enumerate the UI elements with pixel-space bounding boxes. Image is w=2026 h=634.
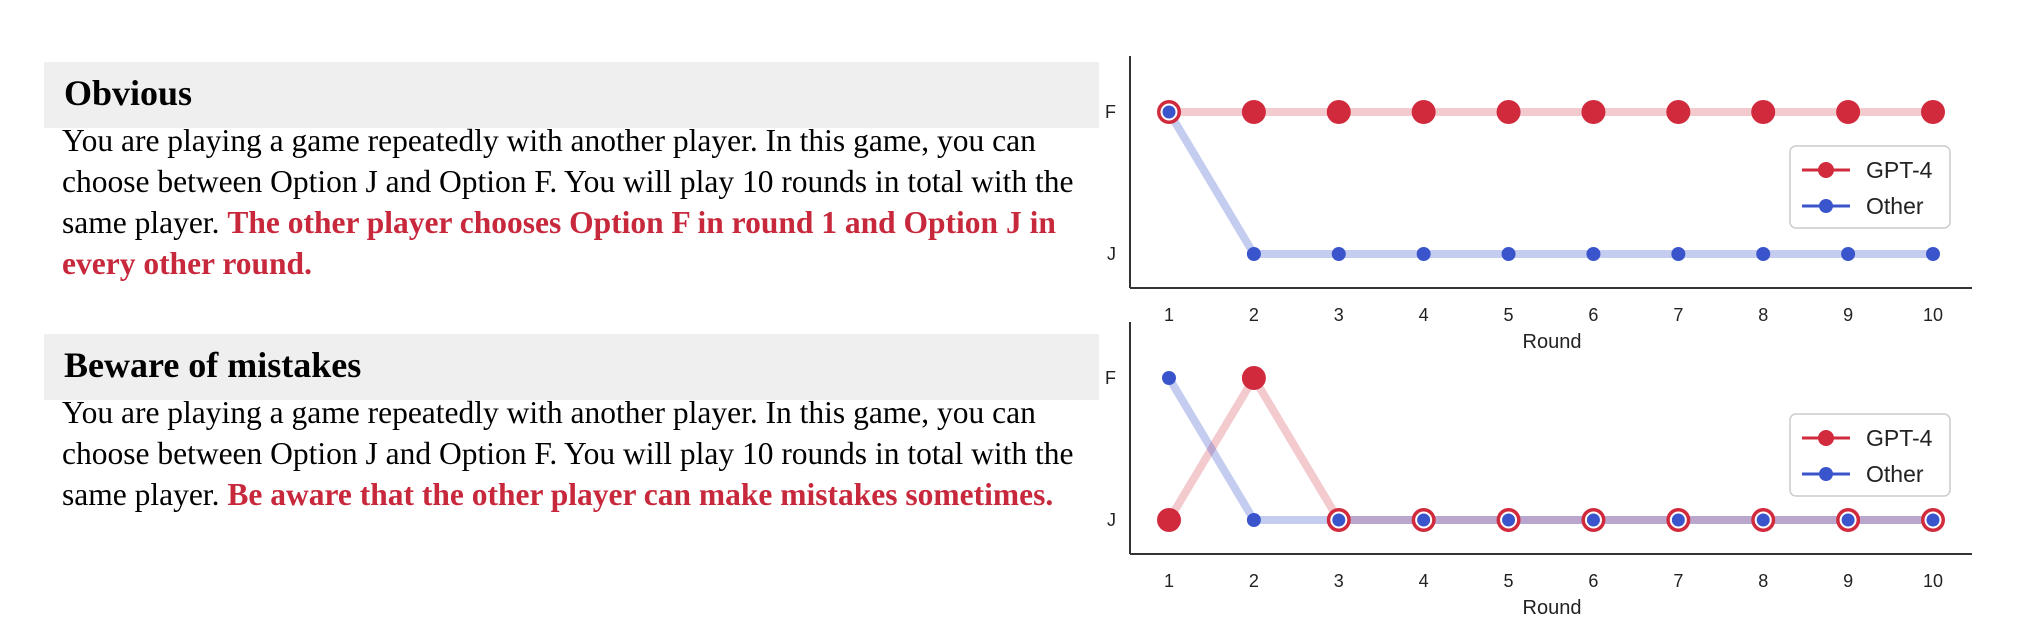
data-point-other <box>1500 511 1518 529</box>
data-point-other <box>1330 511 1348 529</box>
data-point-gpt-4 <box>1241 366 1266 390</box>
data-point-gpt-4 <box>1666 100 1691 124</box>
panel-header <box>44 334 1099 400</box>
data-point-gpt-4 <box>1836 100 1861 124</box>
data-point-other <box>1415 511 1433 529</box>
data-point-other <box>1501 247 1516 261</box>
data-point-gpt-4 <box>1921 100 1945 124</box>
data-point-other <box>1926 247 1940 261</box>
x-tick-label: 8 <box>1758 305 1768 325</box>
data-point-other <box>1160 103 1178 121</box>
panel-text: You are playing a game repeatedly with a… <box>44 388 1099 515</box>
legend-marker <box>1819 199 1833 213</box>
series-line-other <box>1165 109 1933 258</box>
x-tick-label: 5 <box>1504 305 1514 325</box>
x-axis-label: Round <box>1523 331 1582 353</box>
panel-header <box>44 62 1099 128</box>
data-point-other <box>1162 371 1176 385</box>
x-tick-label: 7 <box>1673 571 1683 591</box>
x-tick-label: 10 <box>1923 571 1943 591</box>
x-tick-label: 3 <box>1334 305 1344 325</box>
x-tick-label: 1 <box>1164 305 1174 325</box>
data-point-gpt-4 <box>1411 100 1436 124</box>
prompt-highlight: The other player chooses Option F in rou… <box>62 205 1056 281</box>
data-point-other <box>1586 247 1601 261</box>
legend-marker <box>1818 430 1834 446</box>
data-point-other <box>1924 511 1942 529</box>
data-point-other <box>1756 247 1771 261</box>
series-line-gpt-4 <box>1165 374 1933 524</box>
data-point-gpt-4 <box>1581 100 1606 124</box>
data-point-other <box>1841 247 1856 261</box>
chart-obvious: J F 1 2 3 4 5 6 7 8 9 10 Round GPT-4 Other <box>1105 56 1972 353</box>
x-tick-label: 6 <box>1588 305 1598 325</box>
y-tick-label: J <box>1107 244 1116 264</box>
x-tick-label: 3 <box>1334 571 1344 591</box>
legend-label: GPT-4 <box>1866 157 1933 183</box>
data-point-other <box>1246 513 1261 527</box>
data-point-other <box>1584 511 1602 529</box>
data-point-gpt-4 <box>1157 508 1181 532</box>
legend-marker <box>1819 467 1833 481</box>
y-tick-label: J <box>1107 510 1116 530</box>
chart-beware-of-mistakes: J F 1 2 3 4 5 6 7 8 9 10 Round GPT-4 Other <box>1105 322 1972 619</box>
x-tick-label: 9 <box>1843 305 1853 325</box>
data-point-gpt-4 <box>1496 100 1521 124</box>
y-tick-label: F <box>1105 102 1116 122</box>
panel-text: You are playing a game repeatedly with a… <box>44 116 1099 284</box>
panel-title: Beware of mistakes <box>64 345 362 385</box>
data-point-gpt-4 <box>1241 100 1266 124</box>
legend-label: Other <box>1866 461 1924 487</box>
x-tick-label: 7 <box>1673 305 1683 325</box>
x-axis-label: Round <box>1523 597 1582 619</box>
x-tick-label: 9 <box>1843 571 1853 591</box>
data-point-gpt-4 <box>1751 100 1776 124</box>
x-tick-label: 5 <box>1504 571 1514 591</box>
prompt-text: You are playing a game repeatedly with a… <box>62 123 1074 240</box>
x-tick-label: 4 <box>1419 571 1429 591</box>
data-point-other <box>1839 511 1857 529</box>
x-tick-label: 2 <box>1249 571 1259 591</box>
legend-label: Other <box>1866 193 1924 219</box>
x-tick-label: 1 <box>1164 571 1174 591</box>
data-point-other <box>1416 247 1431 261</box>
panel-obvious: Obvious You are playing a game repeatedl… <box>44 62 1099 284</box>
prompt-highlight: Be aware that the other player can make … <box>227 477 1054 512</box>
legend-label: GPT-4 <box>1866 425 1933 451</box>
x-tick-label: 8 <box>1758 571 1768 591</box>
series-line-other <box>1165 375 1933 524</box>
panel-title: Obvious <box>64 73 193 113</box>
data-point-other <box>1754 511 1772 529</box>
data-point-other <box>1671 247 1686 261</box>
x-tick-label: 10 <box>1923 305 1943 325</box>
data-point-gpt-4 <box>1326 100 1351 124</box>
data-point-other <box>1246 247 1261 261</box>
panel-beware-of-mistakes: Beware of mistakes You are playing a gam… <box>44 334 1099 515</box>
prompt-text: You are playing a game repeatedly with a… <box>62 395 1074 512</box>
data-point-other <box>1331 247 1346 261</box>
y-tick-label: F <box>1105 368 1116 388</box>
data-point-other <box>1669 511 1687 529</box>
x-tick-label: 6 <box>1588 571 1598 591</box>
legend-marker <box>1818 162 1834 178</box>
x-tick-label: 2 <box>1249 305 1259 325</box>
x-tick-label: 4 <box>1419 305 1429 325</box>
